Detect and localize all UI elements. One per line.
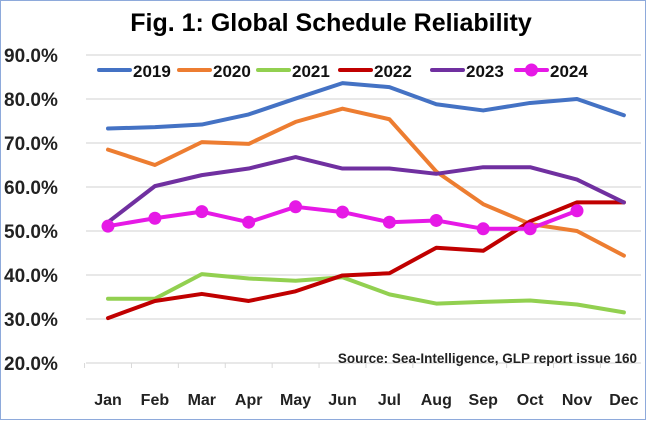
y-tick-label: 40.0% [4,266,58,287]
legend-label: 2019 [133,62,171,81]
data-point-2024-Sep [476,222,490,236]
x-tick-label: Jan [94,392,122,409]
data-point-2024-Mar [195,205,209,219]
series-2021 [106,272,626,315]
x-tick-label: Oct [517,392,544,409]
legend-label: 2024 [550,62,588,81]
y-tick-label: 60.0% [4,178,58,199]
legend-item-2021: 2021 [256,62,330,81]
y-tick-label: 90.0% [4,46,58,67]
legend-item-2019: 2019 [97,62,171,81]
legend-label: 2021 [292,62,330,81]
source-note: Source: Sea-Intelligence, GLP report iss… [338,351,637,366]
data-point-2024-Jun [336,205,349,219]
x-tick-label: May [280,392,311,409]
data-point-2024-Apr [242,215,256,229]
data-point-2024-Jan [101,219,115,233]
series-2024 [101,200,584,236]
legend-label: 2023 [466,62,504,81]
legend-item-2022: 2022 [338,62,412,81]
y-tick-label: 80.0% [4,90,58,111]
y-tick-label: 20.0% [4,354,58,375]
series-line-2023 [106,155,626,225]
data-point-2024-Jul [382,215,396,229]
x-tick-label: Dec [609,392,638,409]
x-tick-label: Aug [421,392,452,409]
series-line-2022 [106,200,626,321]
x-tick-label: Jul [378,392,401,409]
series-2023 [106,155,626,225]
legend-item-2023: 2023 [430,62,504,81]
data-point-2024-Feb [148,211,162,225]
series-2022 [106,200,626,321]
y-tick-label: 30.0% [4,310,58,331]
x-tick-label: Mar [188,392,216,409]
data-point-2024-May [289,200,303,214]
legend-label: 2022 [374,62,412,81]
legend-label: 2020 [213,62,251,81]
data-point-2024-Nov [570,204,584,218]
series-line-2019 [106,81,626,131]
series-2019 [106,81,626,131]
series-line-2020 [106,106,626,258]
data-point-2024-Oct [523,222,537,236]
y-tick-label: 50.0% [4,222,58,243]
data-point-2024-Aug [429,213,443,227]
legend-item-2024: 2024 [514,62,588,81]
series-2020 [106,106,626,258]
x-tick-label: Nov [562,392,592,409]
chart-title: Fig. 1: Global Schedule Reliability [130,9,532,37]
x-tick-label: Feb [141,392,170,409]
legend-item-2020: 2020 [177,62,251,81]
y-tick-label: 70.0% [4,134,58,155]
legend-marker [525,63,538,77]
x-tick-label: Apr [235,392,263,409]
series-line-2021 [106,272,626,315]
x-tick-label: Jun [328,392,356,409]
x-tick-label: Sep [469,392,499,409]
